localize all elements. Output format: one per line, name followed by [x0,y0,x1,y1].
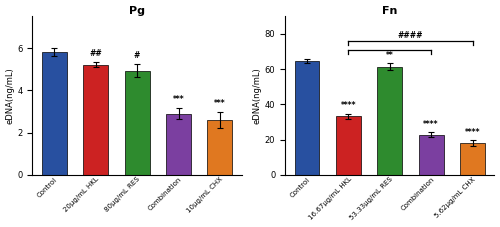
Text: ****: **** [424,120,439,129]
Title: Pg: Pg [129,5,145,16]
Text: ***: *** [214,99,226,108]
Bar [124,71,150,175]
Text: ##: ## [90,49,102,59]
Text: #: # [134,51,140,60]
Bar [294,61,320,175]
Text: **: ** [386,51,394,60]
Text: ****: **** [340,101,356,110]
Bar [42,52,67,175]
Bar [460,143,485,175]
Bar [208,120,233,175]
Text: ***: *** [172,95,184,104]
Bar [166,114,191,175]
Y-axis label: eDNA(ng/mL): eDNA(ng/mL) [6,67,15,124]
Text: ****: **** [465,128,480,137]
Bar [418,135,444,175]
Bar [84,64,108,175]
Title: Fn: Fn [382,5,398,16]
Bar [378,67,402,175]
Bar [336,116,361,175]
Y-axis label: eDNA(ng/mL): eDNA(ng/mL) [253,67,262,124]
Text: ####: #### [398,31,423,39]
